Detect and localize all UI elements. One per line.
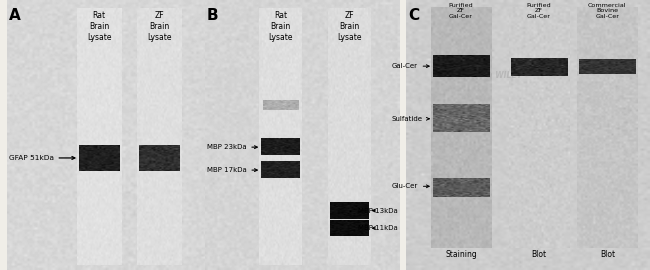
Text: Purified
ZF
Gal-Cer: Purified ZF Gal-Cer	[526, 3, 551, 19]
Text: Rat
Brain
Lysate: Rat Brain Lysate	[87, 11, 111, 42]
Text: C: C	[409, 8, 420, 23]
Text: MBP 11kDa: MBP 11kDa	[358, 225, 398, 231]
Text: Gal-Cer: Gal-Cer	[391, 63, 429, 69]
Text: © WILEY: © WILEY	[485, 71, 523, 80]
Text: Glu-Cer: Glu-Cer	[391, 183, 429, 189]
Text: MBP 13kDa: MBP 13kDa	[358, 208, 398, 214]
Text: B: B	[207, 8, 218, 23]
Text: Staining: Staining	[445, 250, 477, 259]
Text: Commercial
Bovine
Gal-Cer: Commercial Bovine Gal-Cer	[588, 3, 627, 19]
Text: Blot: Blot	[600, 250, 615, 259]
Text: MBP 17kDa: MBP 17kDa	[207, 167, 257, 173]
Text: Purified
ZF
Gal-Cer: Purified ZF Gal-Cer	[448, 3, 473, 19]
Text: Sulfatide: Sulfatide	[391, 116, 429, 122]
Text: ZF
Brain
Lysate: ZF Brain Lysate	[148, 11, 172, 42]
Text: Blot: Blot	[532, 250, 547, 259]
Text: A: A	[8, 8, 20, 23]
Text: MBP 23kDa: MBP 23kDa	[207, 144, 257, 150]
Text: ZF
Brain
Lysate: ZF Brain Lysate	[337, 11, 361, 42]
Text: Rat
Brain
Lysate: Rat Brain Lysate	[268, 11, 293, 42]
Text: GFAP 51kDa: GFAP 51kDa	[8, 155, 75, 161]
